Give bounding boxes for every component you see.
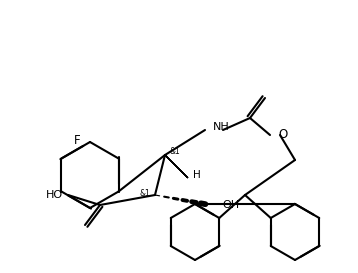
Text: HO: HO: [45, 190, 63, 200]
Text: O: O: [278, 129, 287, 141]
Text: H: H: [193, 170, 201, 180]
Polygon shape: [165, 155, 188, 178]
Text: &1: &1: [140, 188, 151, 197]
Text: F: F: [74, 133, 80, 147]
Text: &1: &1: [170, 147, 181, 156]
Text: NH: NH: [213, 122, 230, 132]
Text: OH: OH: [222, 200, 239, 210]
